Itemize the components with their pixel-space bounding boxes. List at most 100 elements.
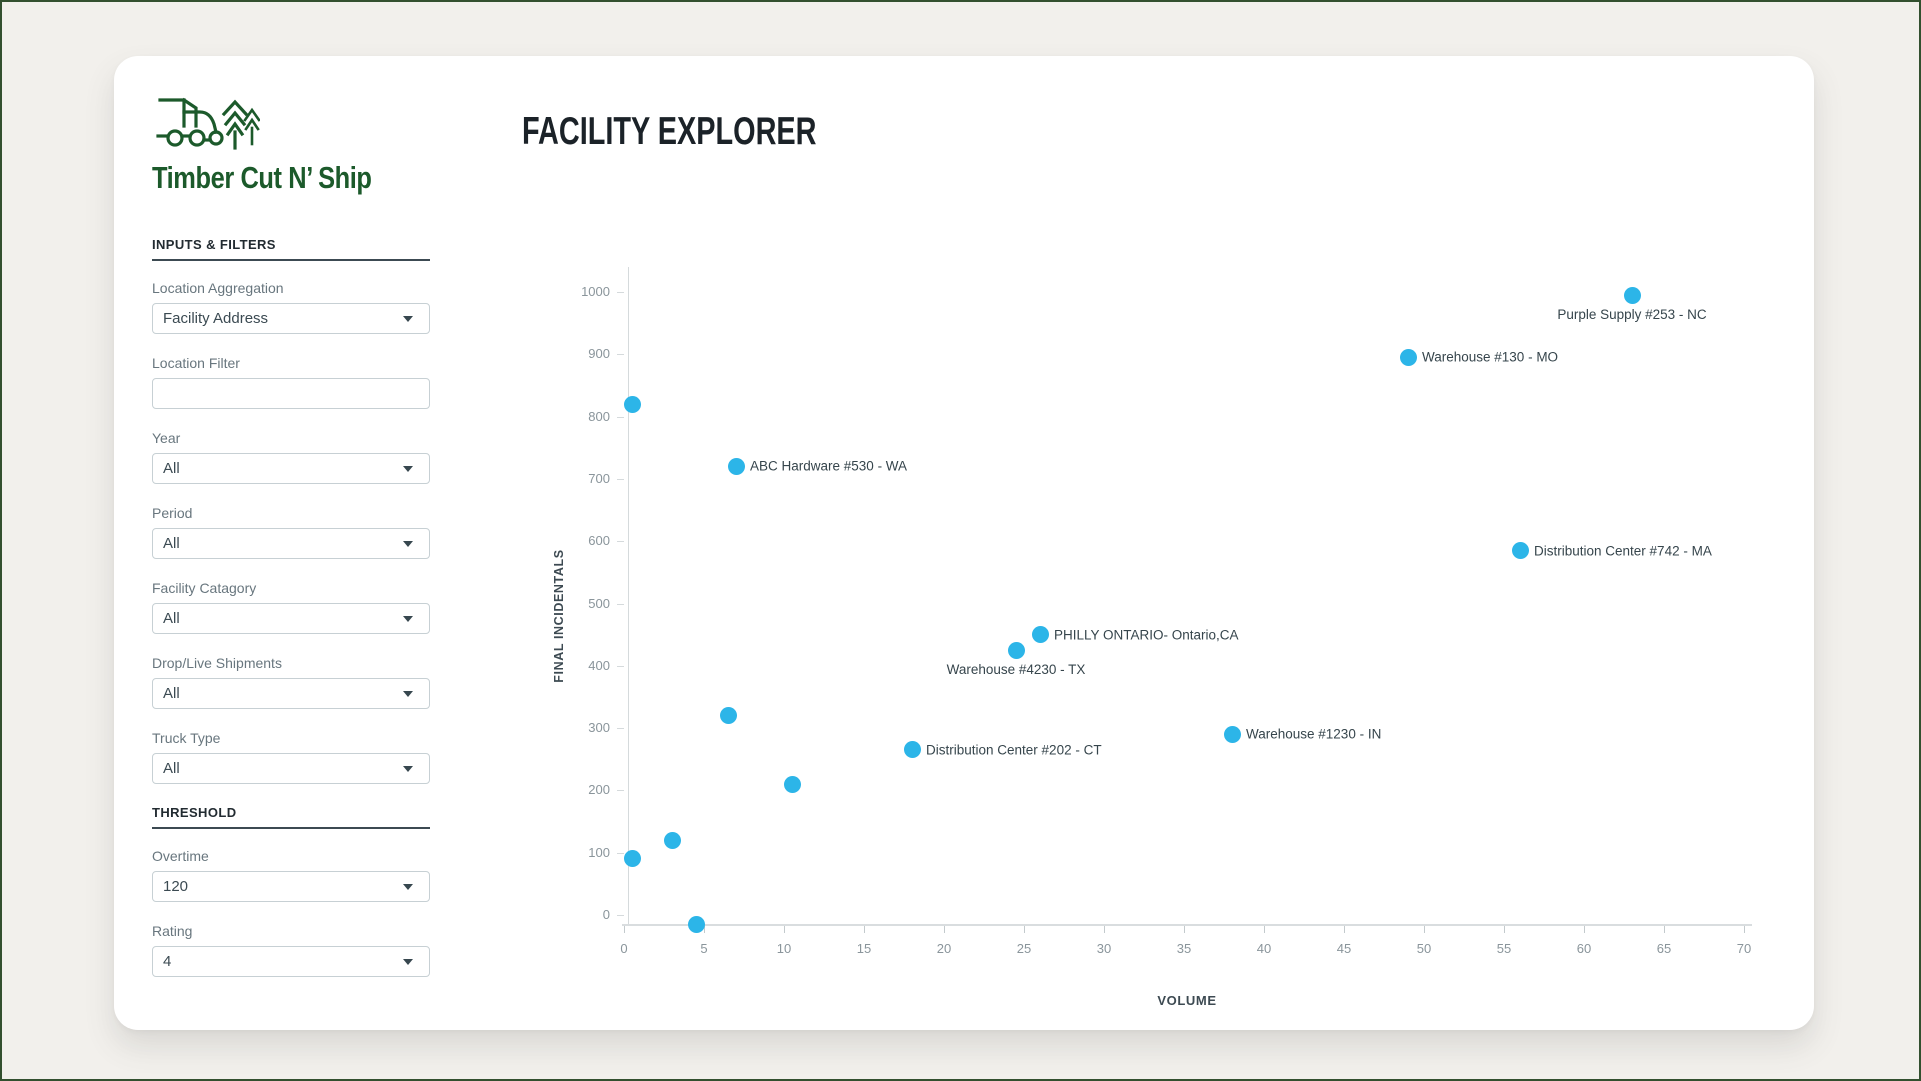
x-tick-label: 70 <box>1736 941 1752 956</box>
y-tick <box>617 292 624 293</box>
scatter-point-philly-ontario-ontario-ca[interactable] <box>1031 626 1049 644</box>
scatter-point-warehouse-4230-tx[interactable] <box>1007 641 1025 659</box>
truck-and-pines-icon <box>152 92 452 154</box>
scatter-point[interactable] <box>663 831 681 849</box>
y-tick-label: 1000 <box>581 284 610 299</box>
point-label-warehouse-130-mo: Warehouse #130 - MO <box>1422 349 1559 365</box>
x-tick-label: 40 <box>1256 941 1272 956</box>
x-tick-label: 30 <box>1096 941 1112 956</box>
point-label-philly-ontario-ontario-ca: PHILLY ONTARIO- Ontario,CA <box>1054 627 1239 643</box>
x-tick <box>1023 926 1025 933</box>
scatter-point[interactable] <box>719 707 737 725</box>
chevron-down-icon <box>403 958 413 965</box>
point-label-warehouse-4230-tx: Warehouse #4230 - TX <box>946 662 1086 678</box>
chevron-down-icon <box>403 465 413 472</box>
scatter-point-abc-hardware-530-wa[interactable] <box>727 457 745 475</box>
facility-catagory-select[interactable]: All <box>152 603 430 634</box>
field-drop-live-shipments: Drop/Live Shipments All <box>152 655 430 709</box>
scatter-point[interactable] <box>687 915 705 933</box>
x-tick <box>1503 926 1505 933</box>
section-title-threshold: THRESHOLD <box>152 805 430 829</box>
brand-name: Timber Cut N’ Ship <box>152 160 372 195</box>
x-tick-label: 15 <box>856 941 872 956</box>
y-tick <box>617 665 624 667</box>
y-tick <box>617 790 624 792</box>
field-truck-type: Truck Type All <box>152 730 430 784</box>
field-period: Period All <box>152 505 430 559</box>
y-tick <box>617 728 624 730</box>
y-tick <box>617 603 624 605</box>
y-tick-label: 200 <box>588 782 610 798</box>
truck-type-label: Truck Type <box>152 730 221 746</box>
scatter-point-distribution-center-742-ma[interactable] <box>1511 542 1529 560</box>
x-tick-label: 45 <box>1336 941 1352 956</box>
scatter-point-warehouse-130-mo[interactable] <box>1399 348 1417 366</box>
page-title: FACILITY EXPLORER <box>522 110 817 153</box>
x-tick <box>1183 926 1185 933</box>
y-tick-label: 800 <box>588 408 610 424</box>
y-tick <box>617 478 624 480</box>
scatter-point[interactable] <box>623 395 641 413</box>
x-tick <box>1663 926 1665 933</box>
y-tick <box>617 416 624 418</box>
location-filter-label: Location Filter <box>152 355 240 371</box>
period-selected-value: All <box>163 535 180 552</box>
y-tick <box>617 541 624 543</box>
x-axis-title: VOLUME <box>1157 993 1217 1008</box>
brand-logo: Timber Cut N’ Ship <box>152 92 452 196</box>
year-select[interactable]: All <box>152 453 430 484</box>
field-year: Year All <box>152 430 430 484</box>
scatter-point-distribution-center-202-ct[interactable] <box>903 741 921 759</box>
y-tick-label: 0 <box>602 907 610 922</box>
y-tick-label: 600 <box>588 533 610 549</box>
y-axis-line <box>628 267 629 925</box>
point-label-distribution-center-202-ct: Distribution Center #202 - CT <box>926 742 1102 758</box>
x-tick-label: 5 <box>700 941 708 956</box>
rating-selected-value: 4 <box>163 953 172 970</box>
x-tick <box>943 926 945 933</box>
overtime-label: Overtime <box>152 848 209 864</box>
x-tick <box>703 926 705 933</box>
scatter-point-purple-supply-253-nc[interactable] <box>1623 286 1641 304</box>
y-tick-label: 900 <box>588 346 610 362</box>
field-rating: Rating 4 <box>152 923 430 977</box>
x-tick-label: 65 <box>1656 941 1672 956</box>
y-tick <box>617 915 624 916</box>
chevron-down-icon <box>403 615 413 622</box>
point-label-distribution-center-742-ma: Distribution Center #742 - MA <box>1534 543 1712 559</box>
location-aggregation-select[interactable]: Facility Address <box>152 303 430 334</box>
x-tick <box>1743 926 1745 933</box>
x-tick-label: 20 <box>936 941 952 956</box>
x-tick <box>1103 926 1105 933</box>
scatter-point[interactable] <box>783 775 801 793</box>
facility-scatter-chart: FINAL INCIDENTALS VOLUME 0 5 10 15 20 25 30 35 4… <box>542 257 1802 1032</box>
chevron-down-icon <box>403 883 413 890</box>
rating-select[interactable]: 4 <box>152 946 430 977</box>
location-filter-input[interactable] <box>152 378 430 409</box>
y-tick-label: 400 <box>588 657 610 673</box>
year-label: Year <box>152 430 181 446</box>
scatter-point-warehouse-1230-in[interactable] <box>1223 725 1241 743</box>
filters-sidebar: INPUTS & FILTERS Location Aggregation Faci… <box>152 237 430 998</box>
chevron-down-icon <box>403 690 413 697</box>
y-tick <box>617 852 624 854</box>
x-tick <box>1423 926 1425 933</box>
chevron-down-icon <box>403 315 413 322</box>
chevron-down-icon <box>403 540 413 547</box>
point-label-purple-supply-253-nc: Purple Supply #253 - NC <box>1557 307 1707 323</box>
truck-type-select[interactable]: All <box>152 753 430 784</box>
x-tick-label: 0 <box>620 941 628 956</box>
period-select[interactable]: All <box>152 528 430 559</box>
scatter-point[interactable] <box>623 850 641 868</box>
facility-catagory-selected-value: All <box>163 610 180 627</box>
main-card: Timber Cut N’ Ship FACILITY EXPLORER INP… <box>114 56 1814 1030</box>
section-title-inputs-filters: INPUTS & FILTERS <box>152 237 430 261</box>
y-tick-label: 500 <box>588 595 610 611</box>
truck-type-selected-value: All <box>163 760 180 777</box>
x-tick <box>1343 926 1345 933</box>
drop-live-shipments-select[interactable]: All <box>152 678 430 709</box>
overtime-select[interactable]: 120 <box>152 871 430 902</box>
x-tick <box>863 926 865 933</box>
x-tick <box>1583 926 1585 933</box>
